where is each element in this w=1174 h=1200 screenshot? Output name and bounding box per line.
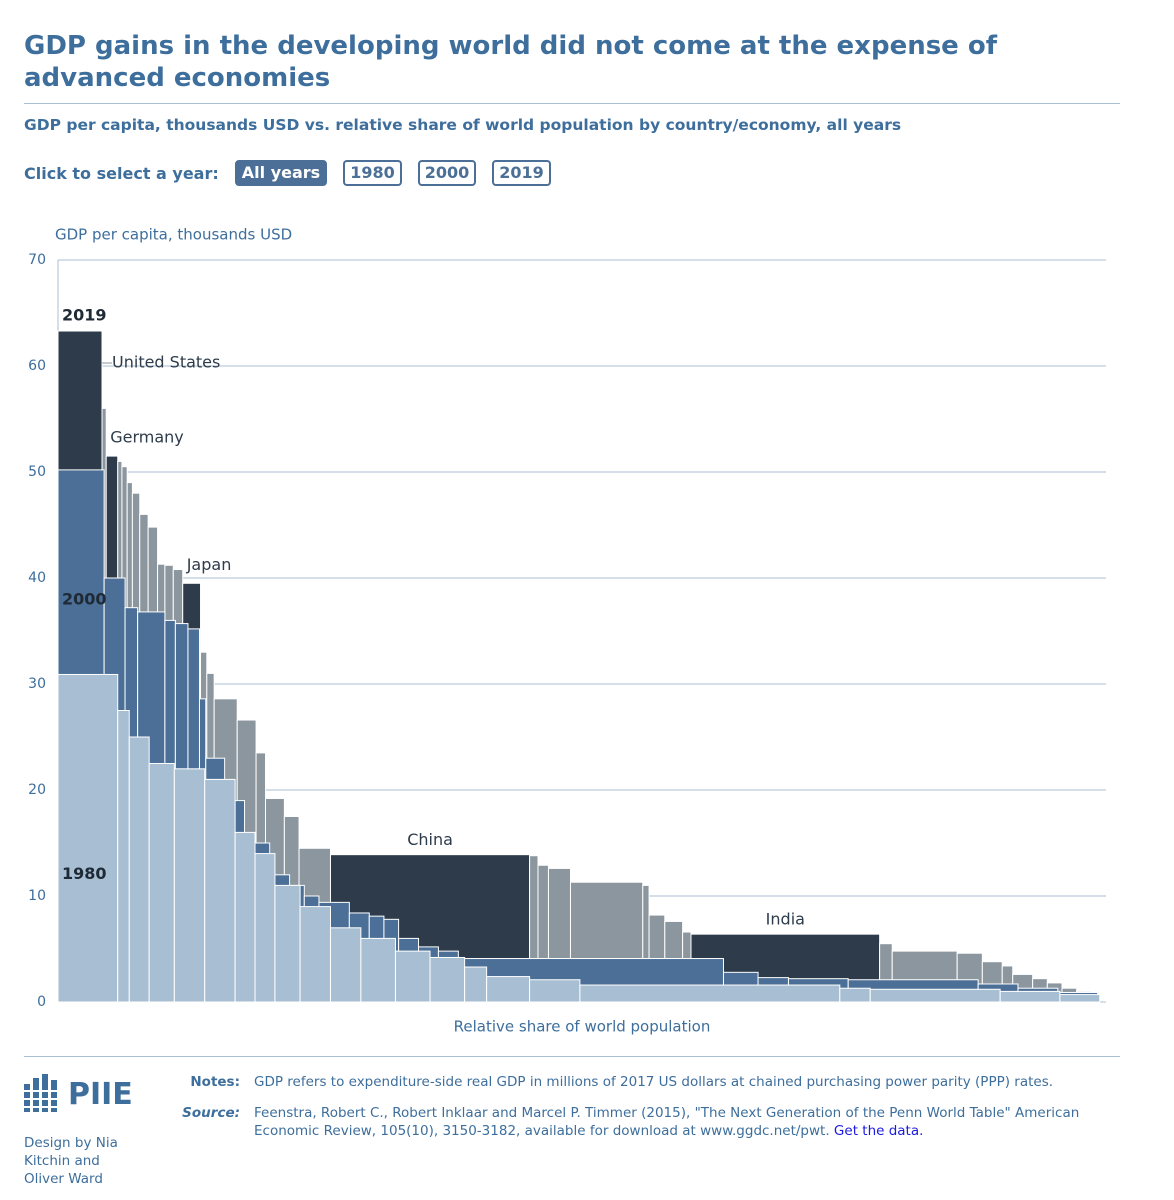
x-axis-title: Relative share of world population bbox=[454, 1018, 711, 1036]
bar bbox=[486, 976, 531, 1003]
source-text: Feenstra, Robert C., Robert Inklaar and … bbox=[254, 1105, 1080, 1139]
bar bbox=[117, 710, 130, 1003]
data-link[interactable]: Get the data. bbox=[833, 1123, 924, 1139]
bar bbox=[148, 763, 175, 1003]
country-label: China bbox=[407, 830, 453, 849]
source-label: Source: bbox=[182, 1105, 240, 1121]
bar bbox=[579, 984, 841, 1003]
bar bbox=[429, 956, 466, 1003]
bar bbox=[360, 937, 396, 1003]
bar bbox=[173, 768, 206, 1003]
y-tick-label: 60 bbox=[28, 358, 46, 374]
bar bbox=[274, 884, 301, 1003]
year-button[interactable]: 1980 bbox=[343, 160, 402, 186]
bar bbox=[204, 778, 236, 1003]
bar bbox=[999, 990, 1061, 1003]
series-label: 2000 bbox=[62, 589, 107, 608]
bar bbox=[128, 736, 150, 1003]
y-tick-label: 0 bbox=[37, 994, 46, 1010]
source: Feenstra, Robert C., Robert Inklaar and … bbox=[254, 1104, 1114, 1140]
y-tick-label: 30 bbox=[28, 676, 46, 692]
bar bbox=[394, 950, 431, 1003]
notes: GDP refers to expenditure-side real GDP … bbox=[254, 1074, 1054, 1090]
series-label: 2019 bbox=[62, 306, 107, 325]
logo-text: PIIE bbox=[68, 1076, 133, 1112]
notes-label: Notes: bbox=[190, 1074, 240, 1090]
bar bbox=[329, 927, 362, 1003]
subtitle: GDP per capita, thousands USD vs. relati… bbox=[24, 116, 902, 134]
bar bbox=[254, 853, 276, 1003]
bar bbox=[869, 988, 1001, 1003]
divider bbox=[24, 103, 1120, 104]
logo-icon bbox=[24, 1074, 60, 1112]
country-label: India bbox=[766, 910, 805, 929]
y-tick-label: 10 bbox=[28, 888, 46, 904]
y-tick-label: 50 bbox=[28, 464, 46, 480]
year-button[interactable]: 2019 bbox=[492, 160, 551, 186]
bar bbox=[1059, 994, 1101, 1003]
bars: United States Germany Japan China India bbox=[57, 330, 1101, 1003]
country-label: United States bbox=[112, 353, 220, 372]
series-label: 1980 bbox=[62, 864, 107, 883]
y-axis-title: GDP per capita, thousands USD bbox=[55, 226, 292, 244]
logo: PIIE bbox=[24, 1074, 133, 1114]
y-tick-label: 40 bbox=[28, 570, 46, 586]
y-tick-label: 70 bbox=[28, 252, 46, 268]
title: GDP gains in the developing world did no… bbox=[24, 31, 998, 93]
bar bbox=[234, 831, 256, 1003]
bar bbox=[57, 673, 119, 1003]
bar bbox=[299, 906, 331, 1003]
country-label: Germany bbox=[110, 428, 184, 447]
y-tick-label: 20 bbox=[28, 782, 46, 798]
credit: Design by Nia Kitchin and Oliver Ward bbox=[24, 1135, 118, 1187]
year-button[interactable]: All years bbox=[234, 160, 328, 186]
bar bbox=[464, 966, 488, 1003]
year-button[interactable]: 2000 bbox=[417, 160, 477, 186]
country-label: Japan bbox=[186, 555, 232, 574]
selector-label: Click to select a year: bbox=[24, 163, 219, 183]
divider bbox=[24, 1056, 1120, 1057]
year-selector: Click to select a year: All years 1980 200… bbox=[24, 160, 567, 186]
bar bbox=[839, 987, 871, 1003]
bar bbox=[529, 979, 581, 1003]
